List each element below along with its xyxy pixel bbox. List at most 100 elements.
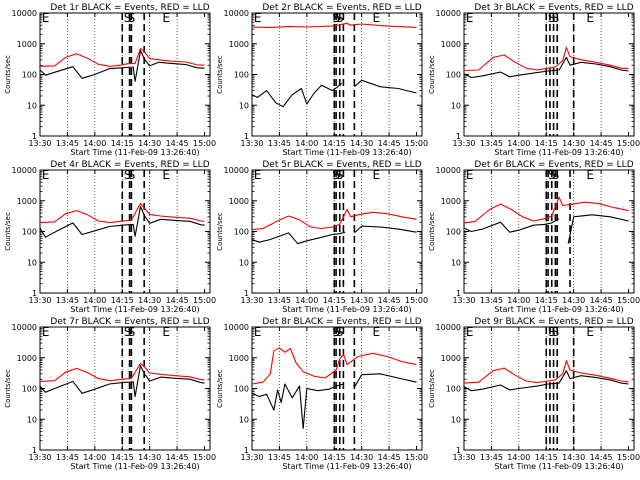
x-tick-label: 14:15 — [111, 296, 134, 305]
y-tick-label: 100 — [22, 71, 37, 80]
events-series-line — [251, 79, 417, 108]
marker-s-label: S — [332, 11, 340, 25]
y-tick-label: 1 — [244, 132, 249, 141]
marker-s-label: S — [332, 168, 340, 182]
marker-e-label: E — [586, 325, 594, 339]
y-axis-label: Counts/sec — [428, 55, 436, 94]
marker-e-label: E — [466, 325, 474, 339]
x-tick-label: 14:45 — [166, 453, 189, 462]
x-tick-label: 13:30 — [452, 453, 475, 462]
marker-e-label: E — [586, 168, 594, 182]
x-tick-label: 13:45 — [268, 453, 291, 462]
marker-s-label: S — [548, 325, 556, 339]
x-tick-label: 13:30 — [452, 139, 475, 148]
x-tick-label: 14:00 — [295, 453, 318, 462]
x-axis-label: Start Time (11-Feb-09 13:26:40) — [282, 305, 411, 314]
x-axis-label: Start Time (11-Feb-09 13:26:40) — [494, 462, 623, 471]
y-tick-label: 10 — [27, 415, 37, 424]
events-series-line — [251, 373, 417, 430]
marker-e-label: E — [162, 325, 170, 339]
marker-e-label: E — [162, 11, 170, 25]
marker-e-label: E — [466, 11, 474, 25]
events-series-line — [251, 225, 417, 245]
x-tick-label: 14:45 — [590, 139, 613, 148]
lld-series-line — [39, 202, 205, 224]
y-tick-label: 1 — [244, 446, 249, 455]
y-tick-label: 10 — [451, 101, 461, 110]
detector-panel-5: Det 5r BLACK = Events, RED = LLD 13:30 13:… — [216, 160, 428, 314]
lld-series-line — [251, 208, 417, 231]
panel-title: Det 7r BLACK = Events, RED = LLD — [50, 317, 209, 327]
x-tick-label: 14:15 — [323, 139, 346, 148]
plot-frame — [251, 169, 423, 294]
y-tick-label: 1000 — [17, 40, 37, 49]
detector-panel-9: Det 9r BLACK = Events, RED = LLD 13:30 13:… — [428, 317, 640, 471]
panel-title: Det 2r BLACK = Events, RED = LLD — [262, 3, 421, 13]
x-tick-label: 13:30 — [240, 453, 263, 462]
y-tick-label: 1 — [456, 289, 461, 298]
detector-panel-3: Det 3r BLACK = Events, RED = LLD 13:30 13:… — [428, 3, 640, 157]
y-axis-label: Counts/sec — [216, 369, 224, 408]
x-tick-label: 13:45 — [268, 296, 291, 305]
x-tick-label: 14:30 — [350, 453, 373, 462]
detector-panel-2: Det 2r BLACK = Events, RED = LLD 13:30 13:… — [216, 3, 428, 157]
events-series-line — [463, 370, 629, 392]
panel-title: Det 8r BLACK = Events, RED = LLD — [262, 317, 421, 327]
x-tick-label: 13:30 — [240, 139, 263, 148]
x-tick-label: 14:30 — [350, 296, 373, 305]
x-axis-label: Start Time (11-Feb-09 13:26:40) — [70, 305, 199, 314]
x-tick-label: 13:45 — [480, 139, 503, 148]
marker-s-label: S — [552, 168, 560, 182]
panel-title: Det 1r BLACK = Events, RED = LLD — [50, 3, 209, 13]
y-tick-label: 100 — [22, 385, 37, 394]
y-tick-label: 1 — [456, 446, 461, 455]
x-tick-label: 14:30 — [138, 453, 161, 462]
lld-series-line — [39, 362, 205, 382]
detector-panel-1: Det 1r BLACK = Events, RED = LLD 13:30 13:… — [4, 3, 216, 157]
y-tick-label: 10000 — [12, 323, 37, 332]
y-tick-label: 100 — [234, 71, 249, 80]
x-tick-label: 13:45 — [268, 139, 291, 148]
x-tick-label: 14:45 — [378, 296, 401, 305]
plot-frame — [39, 12, 211, 137]
marker-s-label: S — [124, 168, 132, 182]
x-tick-label: 13:30 — [28, 139, 51, 148]
y-tick-label: 1000 — [441, 354, 461, 363]
marker-e-label: E — [254, 325, 262, 339]
x-tick-label: 14:15 — [535, 296, 558, 305]
y-tick-label: 1000 — [441, 40, 461, 49]
x-tick-label: 13:45 — [56, 296, 79, 305]
lld-series-line — [463, 46, 629, 72]
y-tick-label: 10 — [239, 101, 249, 110]
marker-e-label: E — [42, 168, 50, 182]
marker-s-label: S — [336, 168, 344, 182]
lld-series-line — [463, 360, 629, 384]
y-axis-label: Counts/sec — [4, 369, 12, 408]
x-tick-label: 14:45 — [166, 296, 189, 305]
y-tick-label: 1000 — [17, 354, 37, 363]
x-tick-label: 14:00 — [507, 296, 530, 305]
detector-panel-8: Det 8r BLACK = Events, RED = LLD 13:30 13:… — [216, 317, 428, 471]
y-tick-label: 1000 — [17, 197, 37, 206]
marker-e-label: E — [42, 11, 50, 25]
marker-s-label: S — [124, 325, 132, 339]
x-tick-label: 14:15 — [323, 296, 346, 305]
y-tick-label: 10000 — [436, 323, 461, 332]
x-tick-label: 13:30 — [28, 453, 51, 462]
x-axis-label: Start Time (11-Feb-09 13:26:40) — [494, 148, 623, 157]
y-tick-label: 1 — [244, 289, 249, 298]
y-tick-label: 1000 — [441, 197, 461, 206]
x-tick-label: 14:15 — [323, 453, 346, 462]
marker-e-label: E — [254, 168, 262, 182]
y-tick-label: 10 — [239, 415, 249, 424]
events-series-line — [463, 214, 629, 244]
x-tick-label: 13:30 — [28, 296, 51, 305]
marker-s-label: S — [552, 11, 560, 25]
y-tick-label: 1000 — [229, 354, 249, 363]
panel-title: Det 9r BLACK = Events, RED = LLD — [474, 317, 633, 327]
x-tick-label: 14:45 — [590, 453, 613, 462]
plot-frame — [39, 169, 211, 294]
panel-title: Det 4r BLACK = Events, RED = LLD — [50, 160, 209, 170]
y-tick-label: 10000 — [224, 323, 249, 332]
